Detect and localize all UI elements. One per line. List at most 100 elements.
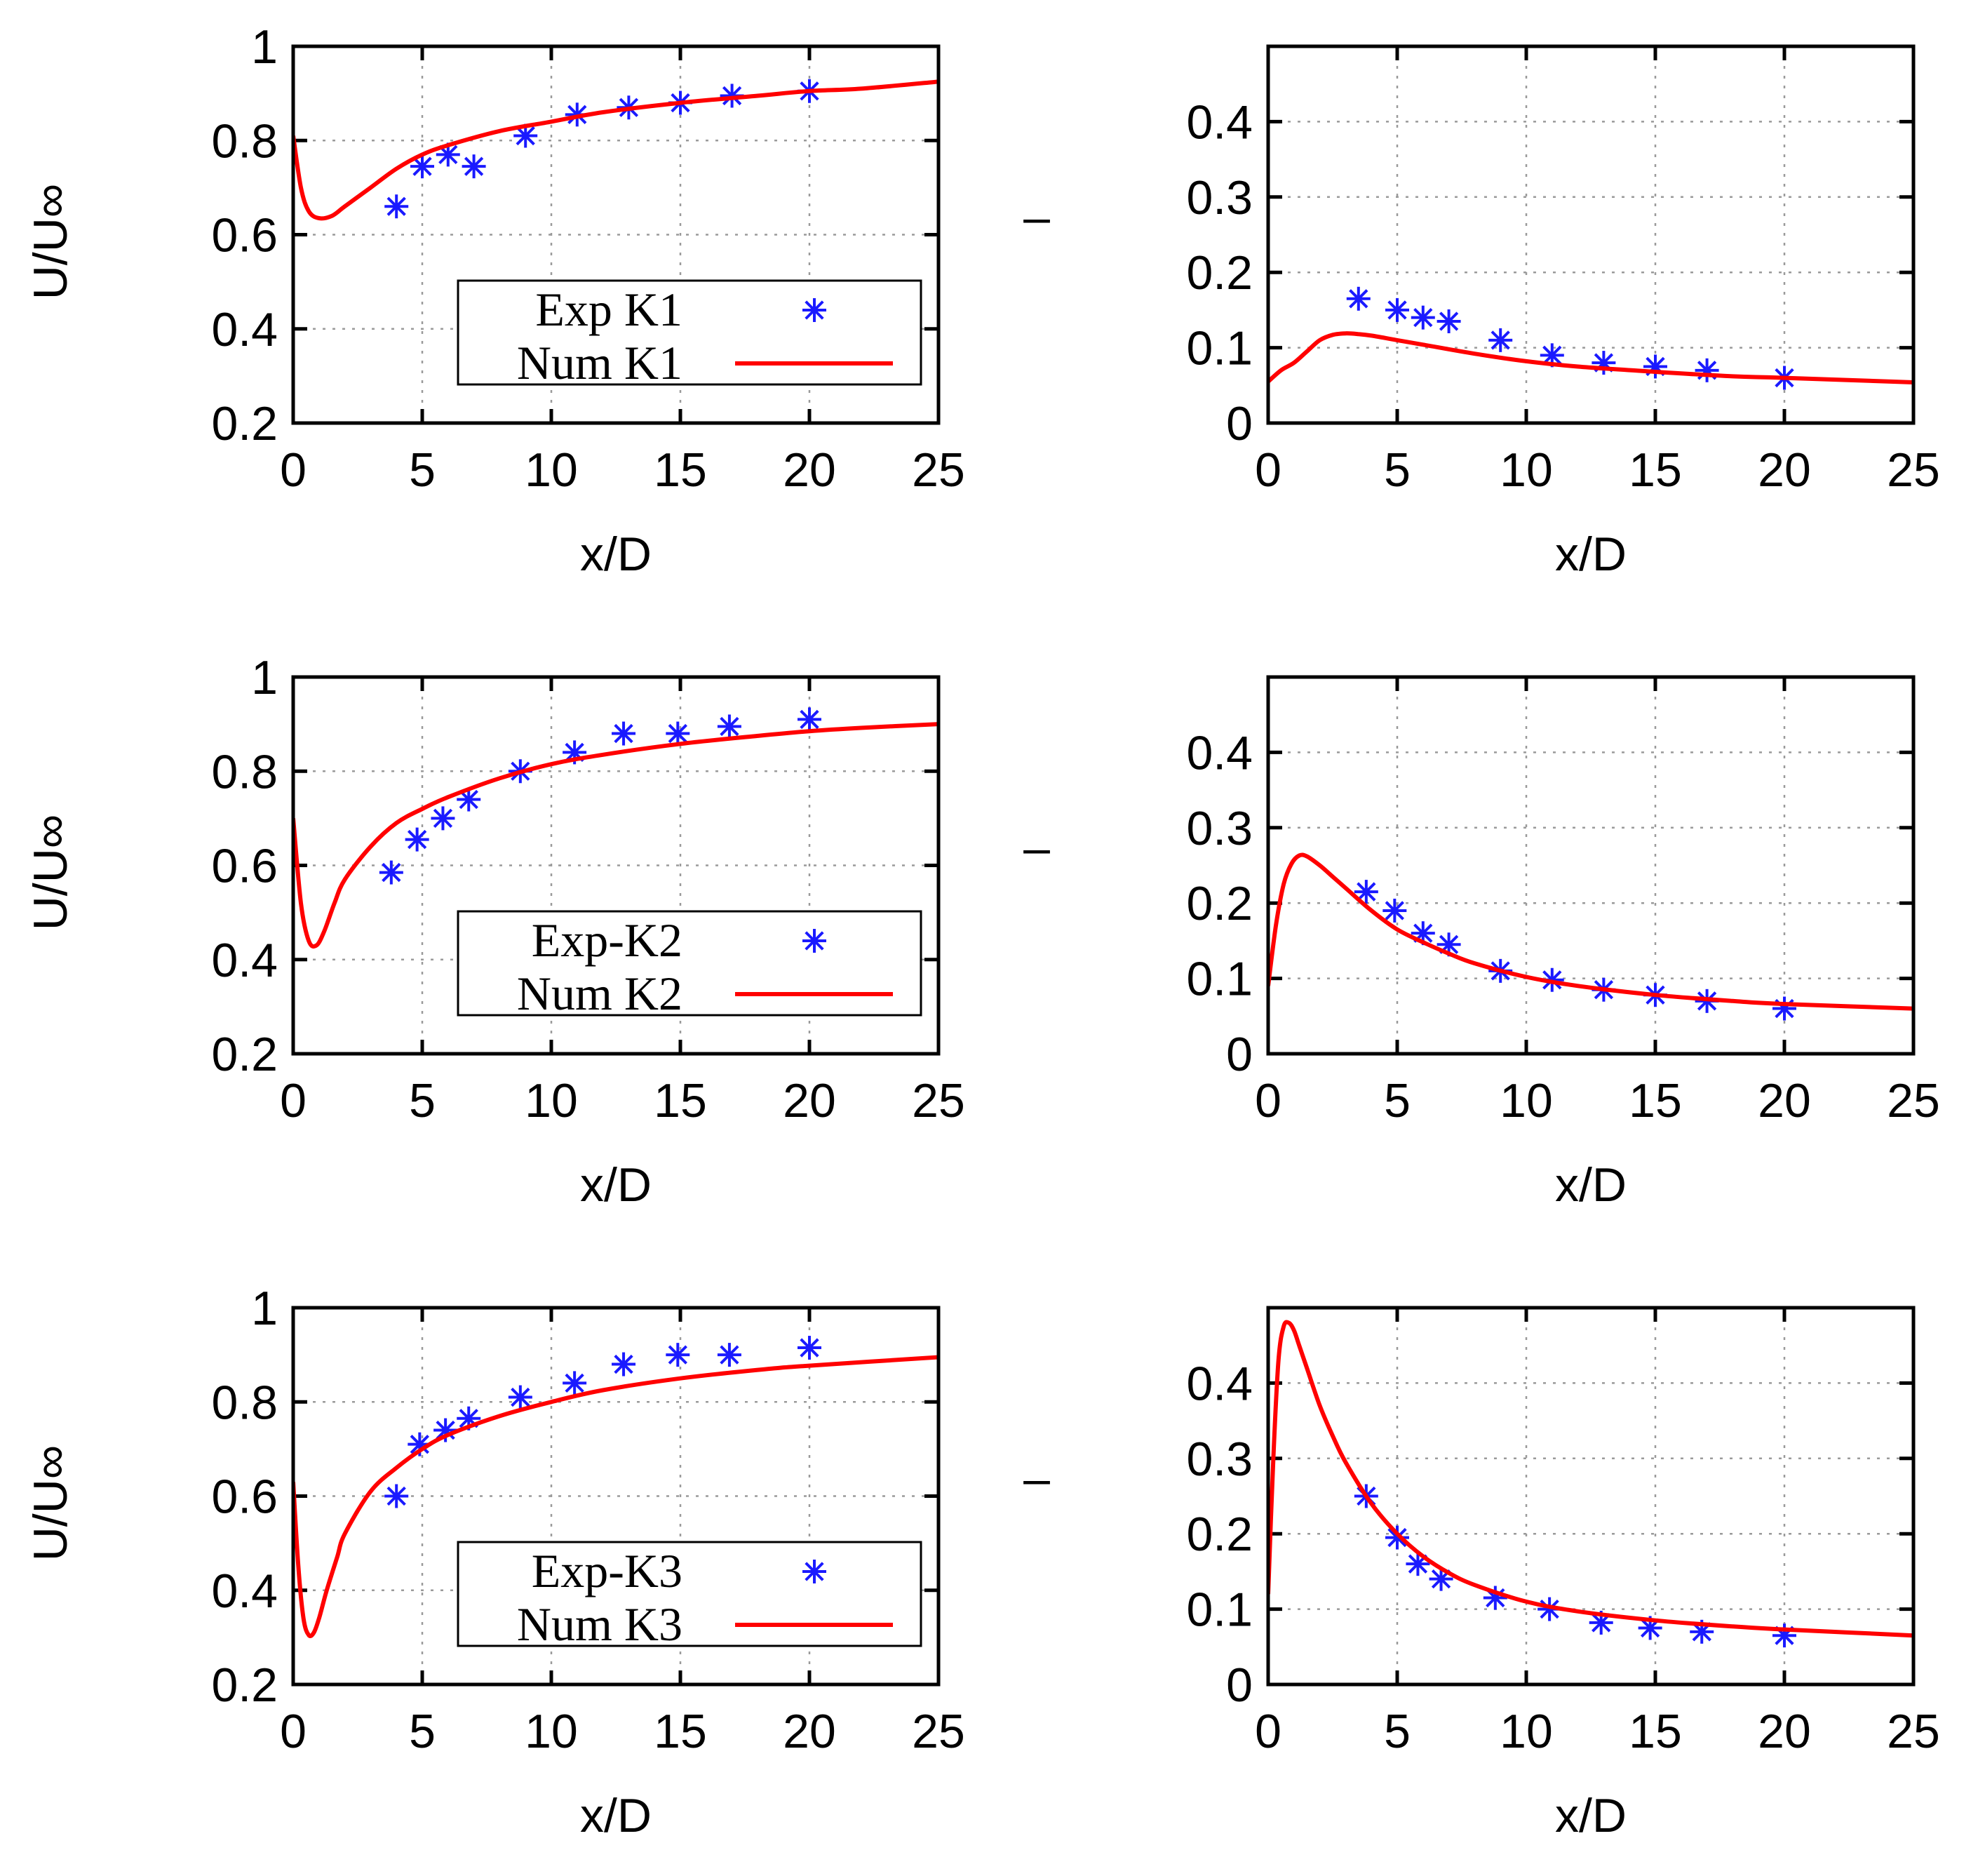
y-tick-label: 1 <box>251 20 278 74</box>
asterisk-stroke <box>720 716 739 737</box>
asterisk-stroke <box>407 829 427 850</box>
data-point <box>508 1385 532 1409</box>
asterisk-stroke <box>459 789 478 810</box>
y-axis-label: U/U∞ <box>24 184 77 300</box>
asterisk-stroke <box>438 145 458 165</box>
x-tick-label: 15 <box>1629 443 1682 497</box>
y-axis-label: U/U∞ <box>24 815 77 931</box>
x-tick-label: 0 <box>280 443 307 497</box>
x-tick-label: 15 <box>654 1705 707 1758</box>
legend-box <box>457 910 922 1017</box>
x-tick-label: 5 <box>409 1074 436 1127</box>
data-point <box>405 827 429 852</box>
plot-frame <box>291 675 941 1056</box>
asterisk-stroke <box>1387 300 1407 320</box>
legend-box <box>457 279 922 386</box>
asterisk-stroke <box>516 126 535 146</box>
data-point <box>384 194 409 219</box>
y-tick-label: 0 <box>1226 397 1253 450</box>
data-point <box>1488 328 1513 352</box>
data-point <box>1695 358 1719 382</box>
x-tick-label: 5 <box>409 443 436 497</box>
x-tick-label: 10 <box>525 1074 578 1127</box>
asterisk-stroke <box>410 1435 429 1454</box>
asterisk-stroke <box>1385 901 1404 920</box>
panel-row3-left: 0 5 10 15 20 25 0.2 0.4 0.6 0.8 1 x/D U/U∞ Exp-K3Num … <box>24 1282 965 1842</box>
panel-row1-left: 0 5 10 15 20 25 0.2 0.4 0.6 0.8 1 x/D U/U∞ Exp K1Num … <box>24 20 965 581</box>
x-tick-label: 25 <box>1887 1074 1940 1127</box>
y-tick-label: 0.2 <box>1186 246 1253 300</box>
y-tick-label: 0.4 <box>1186 95 1253 149</box>
y-tick-label: 0.4 <box>1186 726 1253 779</box>
asterisk-stroke <box>1413 307 1433 328</box>
legend-marker-sample <box>802 1560 826 1583</box>
asterisk-stroke <box>565 1373 584 1393</box>
data-point <box>612 1352 636 1376</box>
y-tick-label: 0.8 <box>211 1376 278 1429</box>
plot-area <box>293 707 938 949</box>
y-tick-label: 0.3 <box>1186 171 1253 225</box>
asterisk-stroke <box>805 300 824 320</box>
x-tick-label: 25 <box>1887 443 1940 497</box>
x-tick-label: 20 <box>783 1074 836 1127</box>
y-tick-label: 0.2 <box>211 1659 278 1712</box>
data-point <box>384 1484 409 1508</box>
data-point <box>666 721 690 746</box>
data-point <box>717 714 741 739</box>
plot-frame <box>1266 44 1916 425</box>
legend-label: Num K3 <box>517 1597 682 1651</box>
plot-frame <box>1266 675 1916 1056</box>
asterisk-stroke <box>382 862 401 883</box>
plot-area <box>293 79 938 221</box>
y-axis-label: U/U∞ <box>24 1445 77 1562</box>
x-tick-label: 25 <box>912 1074 965 1127</box>
x-tick-label: 20 <box>783 443 836 497</box>
data-point <box>1354 880 1378 904</box>
asterisk-stroke <box>1540 1599 1559 1619</box>
plot-frame <box>291 44 941 425</box>
legend-box <box>457 1541 922 1647</box>
y-tick-label: 0.2 <box>1186 1508 1253 1561</box>
y-tick-label: 0.2 <box>211 1028 278 1081</box>
y-tick-label: 0.1 <box>1186 1583 1253 1637</box>
data-point <box>798 1336 821 1360</box>
data-point <box>1411 305 1435 330</box>
asterisk-stroke <box>386 196 406 216</box>
x-tick-label: 15 <box>1629 1074 1682 1127</box>
y-tick-label: 0.1 <box>1186 322 1253 375</box>
y-tick-label: 0.4 <box>211 303 278 356</box>
plot-area <box>1268 852 1913 1021</box>
legend-marker-sample <box>802 929 826 953</box>
legend-label: Num K2 <box>517 967 682 1020</box>
series-line <box>1268 1320 1913 1638</box>
plot-area <box>1268 286 1913 390</box>
y-tick-label: 0 <box>1226 1028 1253 1081</box>
y-tick-label: 0 <box>1226 1659 1253 1712</box>
x-tick-label: 15 <box>654 1074 707 1127</box>
series-line <box>1268 852 1913 1011</box>
x-tick-label: 20 <box>1758 1705 1811 1758</box>
plot-area <box>293 1336 938 1638</box>
asterisk-stroke <box>614 723 633 744</box>
x-axis-label: x/D <box>580 1158 652 1212</box>
data-point <box>1406 1552 1430 1576</box>
panel-row2-left: 0 5 10 15 20 25 0.2 0.4 0.6 0.8 1 x/D U/U∞ Exp-K2Num … <box>24 651 965 1212</box>
data-point <box>1436 309 1461 334</box>
x-tick-label: 5 <box>1384 1705 1411 1758</box>
x-tick-label: 0 <box>1255 1705 1281 1758</box>
panel-row1-right: 0 5 10 15 20 25 0 0.1 0.2 0.3 0.4 x/D – <box>1023 44 1940 581</box>
asterisk-stroke <box>412 156 432 176</box>
asterisk-stroke <box>1357 882 1376 902</box>
plot-frame <box>1266 1306 1916 1687</box>
y-tick-label: 0.3 <box>1186 802 1253 855</box>
legend-marker-sample <box>802 298 826 322</box>
data-point <box>379 860 403 885</box>
y-tick-label: 1 <box>251 1282 278 1335</box>
x-tick-label: 5 <box>1384 1074 1411 1127</box>
asterisk-stroke <box>800 1338 819 1358</box>
asterisk-stroke <box>436 1420 455 1440</box>
data-point <box>462 154 486 179</box>
panel-row3-right: 0 5 10 15 20 25 0 0.1 0.2 0.3 0.4 x/D – <box>1023 1306 1940 1842</box>
data-point <box>1643 354 1667 379</box>
legend-label: Exp K1 <box>535 283 682 336</box>
